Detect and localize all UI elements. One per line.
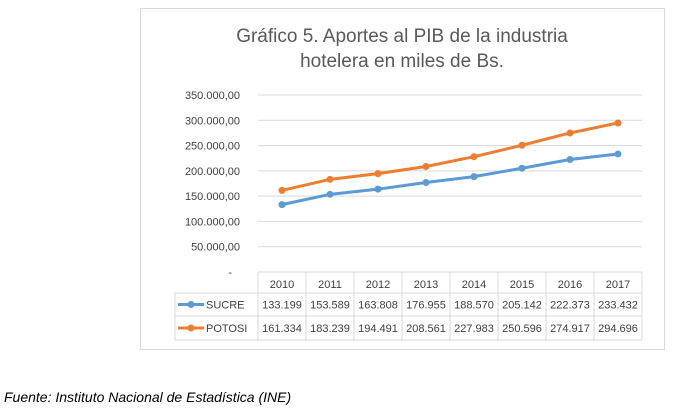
x-category-label: 2015	[510, 279, 534, 291]
y-tick-label: 200.000,00	[185, 166, 240, 178]
x-category-label: 2010	[270, 279, 294, 291]
data-point	[518, 141, 526, 149]
legend-label: POTOSI	[206, 323, 247, 335]
x-category-label: 2013	[414, 279, 438, 291]
data-table-cell: 233.432	[598, 300, 638, 312]
y-tick-label: 150.000,00	[185, 191, 240, 203]
data-point	[326, 175, 334, 183]
chart-title: hotelera en miles de Bs.	[300, 51, 504, 72]
data-table-cell: 194.491	[358, 323, 398, 335]
data-table-cell: 205.142	[502, 300, 542, 312]
source-caption: Fuente: Instituto Nacional de Estadístic…	[4, 389, 292, 405]
data-table-cell: 188.570	[454, 300, 494, 312]
legend-label: SUCRE	[206, 300, 245, 312]
x-category-label: 2016	[558, 279, 582, 291]
data-table-cell: 153.589	[310, 300, 350, 312]
data-point	[470, 153, 478, 161]
data-point	[470, 173, 478, 181]
data-point	[278, 201, 286, 209]
chart: Gráfico 5. Aportes al PIB de la industri…	[174, 26, 643, 341]
data-point	[518, 164, 526, 172]
data-point	[614, 119, 622, 127]
x-category-label: 2011	[318, 279, 342, 291]
data-point	[326, 190, 334, 198]
y-tick-label: 300.000,00	[185, 115, 240, 127]
data-point	[422, 163, 430, 171]
data-point	[278, 186, 286, 194]
data-table-cell: 250.596	[502, 323, 542, 335]
data-point	[566, 129, 574, 137]
data-table-cell: 274.917	[550, 323, 590, 335]
data-table-cell: 176.955	[406, 300, 446, 312]
data-point	[374, 185, 382, 193]
y-tick-label: 350.000,00	[185, 90, 240, 102]
x-category-label: 2017	[606, 279, 630, 291]
data-table-cell: 133.199	[262, 300, 302, 312]
y-tick-label: 100.000,00	[185, 216, 240, 228]
data-point	[566, 156, 574, 164]
data-table-cell: 163.808	[358, 300, 398, 312]
y-tick-label: 50.000,00	[191, 242, 240, 254]
data-table-cell: 183.239	[310, 323, 350, 335]
data-point	[374, 170, 382, 178]
x-category-label: 2012	[366, 279, 390, 291]
legend-marker	[187, 324, 195, 332]
data-table-cell: 208.561	[406, 323, 446, 335]
series-line-potosi	[281, 121, 619, 192]
legend-marker	[187, 301, 195, 308]
data-table-cell: 222.373	[550, 300, 590, 312]
data-table-cell: 227.983	[454, 323, 494, 335]
data-table-cell: 294.696	[598, 323, 638, 335]
chart-frame	[140, 8, 665, 350]
chart-title: Gráfico 5. Aportes al PIB de la industri…	[236, 26, 568, 47]
y-tick-label: -	[228, 267, 232, 279]
series-line-sucre	[281, 152, 619, 207]
x-category-label: 2014	[462, 279, 486, 291]
data-point	[614, 150, 622, 158]
data-point	[422, 179, 430, 187]
data-table-cell: 161.334	[262, 323, 302, 335]
y-tick-label: 250.000,00	[185, 141, 240, 153]
